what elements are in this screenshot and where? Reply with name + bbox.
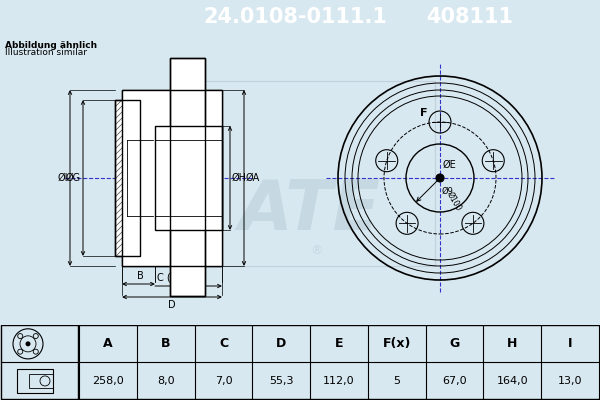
Text: C (MTH): C (MTH) [157,273,196,283]
Bar [29,374,53,388]
Text: 5: 5 [393,376,400,386]
Text: I: I [568,337,572,350]
Text: B: B [137,271,144,281]
Text: ØI: ØI [58,173,68,183]
Text: Abbildung ähnlich: Abbildung ähnlich [5,41,97,50]
Bar [155,126,222,230]
Bar [170,58,205,296]
Bar [115,100,140,256]
Text: 258,0: 258,0 [92,376,124,386]
Text: Ø9: Ø9 [442,187,454,196]
Text: A: A [103,337,113,350]
Text: 8,0: 8,0 [157,376,175,386]
Circle shape [25,341,31,346]
Bar [155,126,222,230]
Text: Illustration similar: Illustration similar [5,48,87,57]
Text: B: B [161,337,170,350]
Bar [115,100,140,256]
Text: E: E [335,337,343,350]
Text: ØA: ØA [246,173,260,183]
Bar [122,90,222,266]
Text: ØG: ØG [66,173,81,183]
Bar [122,90,222,266]
Text: D: D [276,337,286,350]
Text: 67,0: 67,0 [442,376,467,386]
Bar [185,81,435,266]
Text: ATE: ATE [239,178,381,244]
Text: ØH: ØH [232,173,247,183]
Text: F: F [419,108,427,118]
Text: 24.0108-0111.1: 24.0108-0111.1 [203,7,387,27]
Text: C: C [219,337,228,350]
Bar [122,90,222,266]
Text: Ø100: Ø100 [445,190,463,212]
Text: D: D [168,300,176,310]
Text: H: H [507,337,518,350]
Bar [170,58,205,296]
Text: 408111: 408111 [427,7,514,27]
Text: F(x): F(x) [383,337,411,350]
Bar [17,369,53,393]
Text: 55,3: 55,3 [269,376,293,386]
Text: ®: ® [310,244,323,258]
Circle shape [436,174,444,182]
Text: 7,0: 7,0 [215,376,232,386]
Text: 13,0: 13,0 [558,376,583,386]
Text: 164,0: 164,0 [497,376,528,386]
Text: G: G [449,337,460,350]
Text: 112,0: 112,0 [323,376,355,386]
Bar [155,126,222,230]
Text: ØE: ØE [443,160,457,170]
